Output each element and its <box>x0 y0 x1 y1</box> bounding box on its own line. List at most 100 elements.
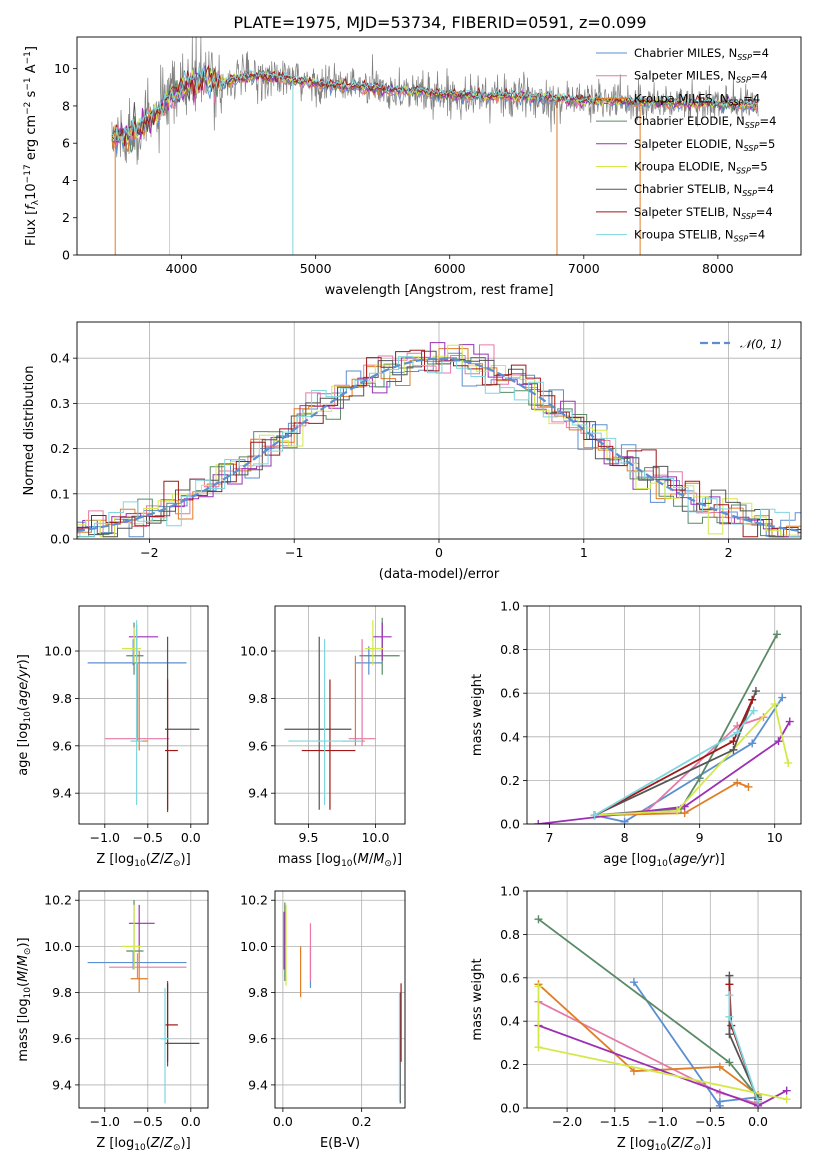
y-tick-label: 10.0 <box>44 939 72 954</box>
x-tick-label: −2.0 <box>552 1114 582 1129</box>
series-marker <box>629 1067 638 1076</box>
y-tick-label: 9.4 <box>52 786 72 801</box>
x-tick-label: 9 <box>696 830 704 845</box>
series-line <box>594 690 757 817</box>
age_vs_mass-axes: 9.5 10.0 9.4 9.6 9.8 10.0 <box>240 606 405 845</box>
series-line <box>594 781 749 817</box>
x-tick-label: 4000 <box>166 261 198 276</box>
residual-histogram-step <box>77 350 801 538</box>
x-axis-label: age [log10(age/yr)] <box>603 852 725 869</box>
normal-curve <box>77 357 801 533</box>
mass_weight_vs_Z-lines <box>534 915 791 1108</box>
series-marker <box>729 737 738 746</box>
y-tick-label: 0.3 <box>50 396 70 411</box>
y-tick-label: 0.2 <box>500 1057 520 1072</box>
residual-histograms <box>77 342 801 538</box>
series-line <box>728 995 759 1102</box>
x-tick-label: 7000 <box>568 261 600 276</box>
series-marker <box>590 811 599 820</box>
y-tick-label: 9.6 <box>52 1031 72 1046</box>
y-tick-label: 9.4 <box>248 786 268 801</box>
series-marker <box>749 706 758 715</box>
x-tick-label: −2 <box>140 545 158 560</box>
x-axis-label: Z [log10(Z/Z⊙)] <box>96 1136 190 1153</box>
series-line <box>594 710 755 817</box>
y-tick-label: 9.4 <box>248 1077 268 1092</box>
series-marker <box>725 1030 734 1039</box>
legend-label: Chabrier MILES, NSSP=4 <box>634 46 769 62</box>
y-tick-label: 0.8 <box>500 642 520 657</box>
mass_vs_Z-points <box>87 900 200 1104</box>
y-tick-label: 10.2 <box>240 893 268 908</box>
series-marker <box>744 782 753 791</box>
y-tick-label: 10.0 <box>44 644 72 659</box>
series-marker <box>751 687 760 696</box>
series-marker <box>729 745 738 754</box>
y-axis-label: age [log10(age/yr)] <box>16 654 33 776</box>
series-marker <box>784 758 793 767</box>
x-tick-label: −1.0 <box>647 1114 677 1129</box>
x-tick-label: 10.0 <box>362 830 390 845</box>
series-marker <box>774 737 783 746</box>
y-tick-label: 9.8 <box>52 985 72 1000</box>
series-marker <box>534 982 543 991</box>
legend-label: 𝒩(0, 1) <box>740 337 782 351</box>
legend-label: Kroupa STELIB, NSSP=4 <box>634 228 765 244</box>
y-tick-label: 10.0 <box>240 939 268 954</box>
series-marker <box>715 1062 724 1071</box>
mass_weight_vs_age-lines <box>534 630 794 824</box>
y-axis-label: Normed distribution <box>22 366 37 496</box>
legend-label: Salpeter MILES, NSSP=4 <box>634 69 768 85</box>
model-spectrum-line <box>111 63 758 143</box>
series-marker <box>748 695 757 704</box>
series-marker <box>725 991 734 1000</box>
series-marker <box>782 1095 791 1104</box>
y-tick-label: 0.6 <box>500 686 520 701</box>
x-tick-label: −1.5 <box>600 1114 630 1129</box>
mass_weight_vs_age-frame <box>526 605 802 825</box>
y-tick-label: 0.2 <box>50 441 70 456</box>
model-spectrum-line <box>111 64 758 147</box>
y-tick-label: 9.8 <box>52 691 72 706</box>
age_vs_Z-axes: −1.0 −0.5 0.0 9.4 9.6 9.8 10.0 <box>44 606 208 845</box>
x-tick-label: 0.0 <box>273 1114 293 1129</box>
x-tick-label: −1 <box>285 545 303 560</box>
series-marker <box>782 1086 791 1095</box>
legend-label: Kroupa MILES, NSSP=4 <box>634 91 760 107</box>
series-marker <box>725 980 734 989</box>
y-tick-label: 0.4 <box>500 729 520 744</box>
legend-label: Salpeter ELODIE, NSSP=5 <box>634 137 775 153</box>
series-marker <box>620 817 629 824</box>
x-tick-label: 0.0 <box>181 830 201 845</box>
y-tick-label: 10 <box>54 61 70 76</box>
series-marker <box>629 978 638 987</box>
series-line <box>537 983 759 1096</box>
y-tick-label: 9.8 <box>248 691 268 706</box>
y-tick-label: 1.0 <box>500 884 520 899</box>
y-axis-label: mass weight <box>470 958 485 1040</box>
spectrum-lines <box>111 37 759 255</box>
series-marker <box>715 1097 724 1106</box>
x-tick-label: 1 <box>580 545 588 560</box>
legend-label: Salpeter STELIB, NSSP=4 <box>634 205 773 221</box>
series-marker <box>754 1097 763 1106</box>
mass_vs_Z-axes: −1.0 −0.5 0.0 9.4 9.6 9.8 10.0 10.2 <box>44 891 208 1129</box>
series-marker <box>748 739 757 748</box>
x-tick-label: −1.0 <box>90 1114 120 1129</box>
mass_vs_EBV-frame <box>274 890 406 1109</box>
y-tick-label: 0.2 <box>500 773 520 788</box>
legend-label: Kroupa ELODIE, NSSP=5 <box>634 160 768 176</box>
y-tick-label: 9.6 <box>248 738 268 753</box>
series-marker <box>725 1058 734 1067</box>
x-axis-label: Z [log10(Z/Z⊙)] <box>617 1136 711 1153</box>
series-marker <box>733 778 742 787</box>
age_vs_Z-points <box>87 620 200 813</box>
y-tick-label: 10.0 <box>240 644 268 659</box>
series-marker <box>785 717 794 726</box>
y-tick-label: 0.0 <box>500 817 520 832</box>
series-marker <box>770 700 779 709</box>
figure-title: PLATE=1975, MJD=53734, FIBERID=0591, z=0… <box>233 13 646 32</box>
x-tick-label: 5000 <box>300 261 332 276</box>
series-line <box>594 633 778 817</box>
